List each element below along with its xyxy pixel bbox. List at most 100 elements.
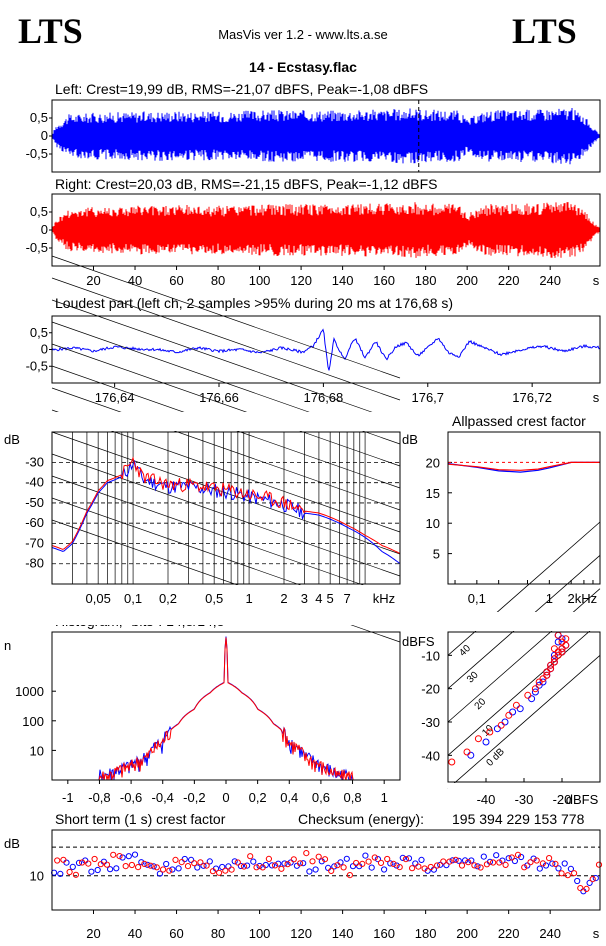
- peak-rms-left-point: [482, 738, 490, 746]
- short-crest-left-point: [262, 861, 269, 869]
- short-crest-right-point: [178, 859, 185, 866]
- x-tick-label: -0,8: [88, 790, 110, 805]
- short-crest-left-point: [306, 868, 313, 875]
- y-tick-label: 1000: [15, 684, 44, 699]
- short-crest-right-point: [340, 864, 347, 871]
- peak-rms-left-point: [467, 751, 475, 759]
- short-crest-left-point: [592, 875, 599, 882]
- y-tick-label: 0: [41, 128, 48, 143]
- short-crest-right-point: [265, 855, 272, 863]
- spectrum-slope-line: [51, 453, 401, 577]
- peak-rms-right-point: [524, 691, 532, 699]
- short-crest-right-point: [508, 854, 515, 861]
- short-crest-left-point: [437, 861, 444, 868]
- file-title: 14 - Ecstasy.flac: [249, 59, 357, 75]
- short-crest-left-point: [156, 870, 163, 877]
- short-crest-left-point: [131, 851, 139, 858]
- short-crest-right-point: [589, 876, 596, 883]
- short-crest-right-point: [402, 856, 409, 863]
- short-crest-right-point: [60, 856, 67, 863]
- spectrum-slope-line: [51, 343, 401, 467]
- x-tick-label: 40: [128, 273, 142, 288]
- short-crest-left-point: [82, 857, 89, 864]
- left-waveform-title: Left: Crest=19,99 dB, RMS=-21,07 dBFS, P…: [55, 81, 429, 97]
- x-tick-label: 176,64: [95, 390, 135, 405]
- y-tick-label: -50: [25, 495, 44, 510]
- short-crest-right-point: [284, 861, 291, 868]
- y-tick-label: 0,5: [30, 110, 48, 125]
- x-unit-label: s: [593, 390, 600, 405]
- short-crest-right-point: [452, 856, 459, 863]
- y-tick-label: -30: [25, 454, 44, 469]
- short-crest-right-point: [595, 861, 603, 868]
- y-tick-label: -10: [421, 648, 440, 663]
- short-crest-right-point: [79, 859, 86, 866]
- y-tick-label: 10: [30, 743, 44, 758]
- short-crest-left-point: [275, 860, 282, 867]
- short-crest-left-point: [449, 857, 456, 864]
- x-tick-label: -20: [553, 792, 572, 807]
- y-tick-label: 0,5: [30, 204, 48, 219]
- x-tick-label: 0,1: [468, 591, 486, 606]
- x-tick-label: 0,5: [205, 591, 223, 606]
- x-tick-label: 160: [373, 273, 395, 288]
- spectrum-slope-line: [51, 387, 401, 511]
- short-crest-right-point: [496, 859, 503, 866]
- loudest-part-title: Loudest part (left ch, 2 samples >95% du…: [55, 295, 454, 311]
- y-tick-label: 0: [41, 342, 48, 357]
- short-crest-left-point: [462, 857, 469, 864]
- short-crest-left-point: [138, 859, 145, 866]
- short-crest-right-point: [483, 861, 490, 868]
- short-crest-right-point: [135, 864, 142, 871]
- peak-rms-left-point: [554, 638, 562, 646]
- x-tick-label: 60: [169, 926, 183, 941]
- short-crest-right-point: [409, 865, 416, 872]
- spectrum-right-series: [51, 456, 401, 555]
- short-crest-left-point: [574, 877, 581, 885]
- x-tick-label: 0,05: [86, 591, 111, 606]
- short-crest-left-point: [51, 869, 58, 876]
- short-crest-left-point: [374, 856, 381, 863]
- short-crest-right-point: [315, 853, 322, 860]
- short-crest-right-point: [272, 862, 279, 869]
- crest-diagonal-line: [447, 621, 601, 756]
- short-crest-right-point: [564, 872, 571, 879]
- peak-rms-right-point: [505, 711, 513, 719]
- peak-rms-mask-right: [601, 630, 606, 784]
- short-crest-right-point: [346, 872, 353, 879]
- short-crest-left-point: [331, 863, 338, 870]
- short-crest-right-point: [234, 859, 241, 866]
- peak-rms-left-point: [539, 678, 547, 686]
- x-tick-label: 1: [546, 591, 553, 606]
- short-crest-right-point: [427, 863, 434, 871]
- short-crest-left-point: [287, 859, 294, 866]
- short-crest-left-point: [225, 863, 232, 870]
- short-crest-right-point: [54, 857, 61, 864]
- y-tick-label: -30: [25, 454, 44, 469]
- y-tick-label: -60: [25, 515, 44, 530]
- peak-rms-right-point: [562, 635, 570, 643]
- y-tick-label: -20: [421, 682, 440, 697]
- short-crest-left-point: [144, 861, 151, 868]
- x-tick-label: -0,2: [183, 790, 205, 805]
- x-tick-label: 240: [539, 926, 561, 941]
- short-crest-right-point: [103, 861, 111, 868]
- short-crest-left-point: [430, 866, 437, 873]
- short-crest-left-point: [63, 859, 70, 866]
- spectrum-slope-line: [51, 299, 401, 423]
- right-waveform-title: Right: Crest=20,03 dB, RMS=-21,15 dBFS, …: [55, 176, 438, 192]
- peak-rms-right-point: [474, 735, 482, 743]
- x-tick-label: 0,6: [312, 790, 330, 805]
- short-crest-left-point: [561, 860, 568, 867]
- short-crest-right-point: [110, 851, 117, 858]
- short-crest-left-point: [281, 860, 288, 867]
- x-tick-label: 220: [498, 273, 520, 288]
- x-tick-label: -30: [515, 792, 534, 807]
- y-tick-label: -50: [25, 495, 44, 510]
- short-crest-right-point: [91, 855, 98, 863]
- y-tick-label: -0,5: [26, 358, 48, 373]
- peak-rms-right-point: [543, 668, 551, 676]
- peak-rms-left-point: [550, 658, 558, 666]
- peak-rms-left-point: [493, 725, 501, 733]
- x-tick-label: 4: [315, 591, 322, 606]
